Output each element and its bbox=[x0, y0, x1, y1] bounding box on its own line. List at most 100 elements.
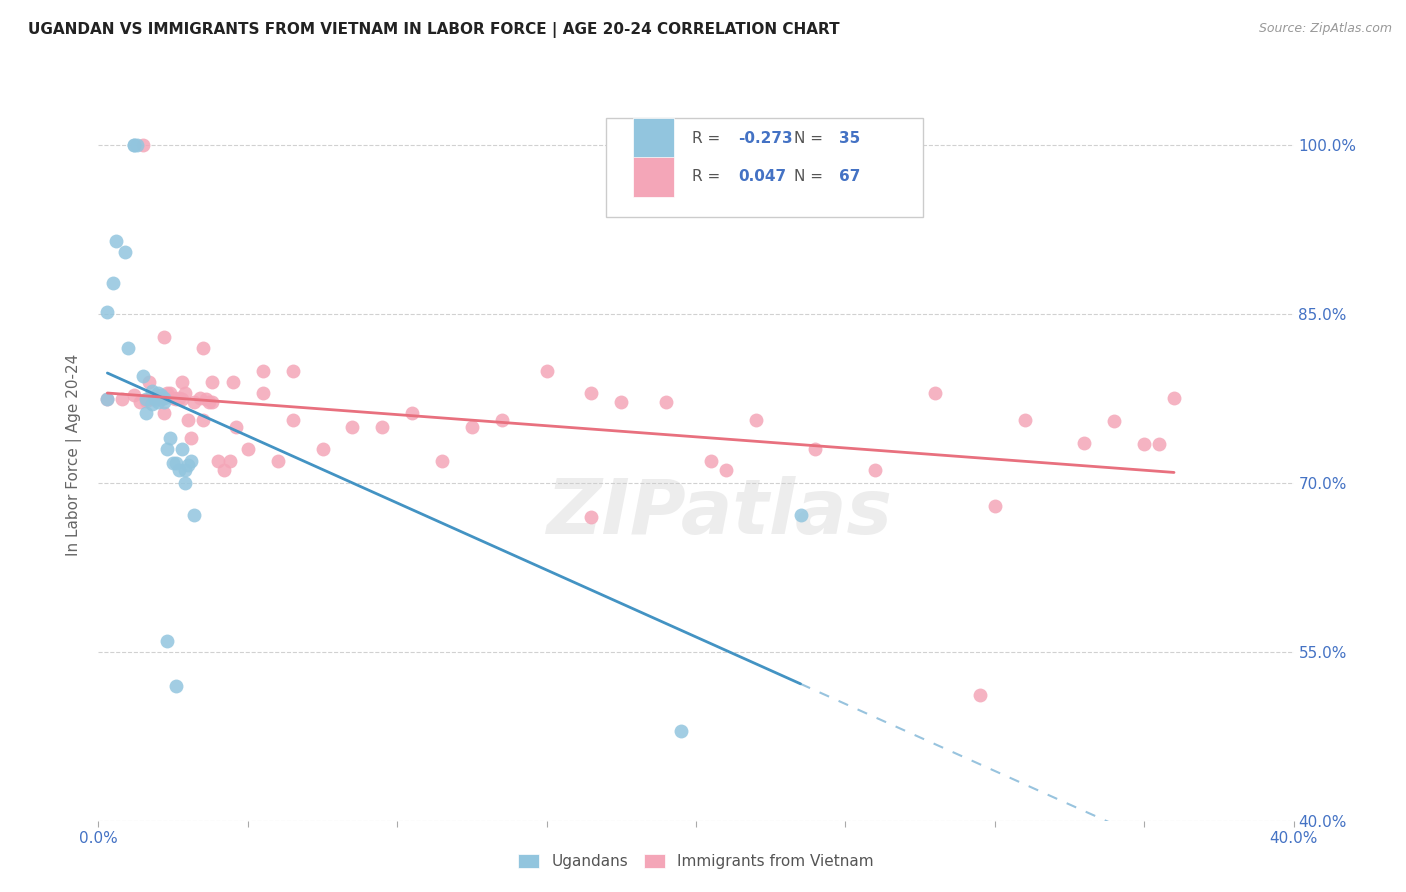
Point bbox=[191, 341, 214, 355]
Point bbox=[165, 392, 187, 406]
Point bbox=[153, 406, 176, 420]
Text: N =: N = bbox=[794, 130, 828, 145]
Point bbox=[159, 386, 181, 401]
Point bbox=[714, 462, 737, 476]
Text: 67: 67 bbox=[839, 169, 860, 185]
Point bbox=[167, 391, 190, 405]
Point bbox=[174, 476, 197, 491]
Point bbox=[180, 431, 202, 445]
Point bbox=[1133, 436, 1156, 450]
Point bbox=[924, 386, 946, 401]
Point bbox=[96, 392, 118, 406]
Point bbox=[581, 386, 603, 401]
Point bbox=[135, 392, 157, 406]
Point bbox=[143, 392, 166, 406]
Point bbox=[191, 413, 214, 427]
Point bbox=[281, 413, 304, 427]
Point bbox=[655, 395, 678, 409]
Point bbox=[172, 392, 194, 406]
Point bbox=[222, 375, 245, 389]
Point bbox=[174, 462, 197, 476]
FancyBboxPatch shape bbox=[633, 157, 675, 197]
Point bbox=[198, 395, 221, 409]
Text: UGANDAN VS IMMIGRANTS FROM VIETNAM IN LABOR FORCE | AGE 20-24 CORRELATION CHART: UGANDAN VS IMMIGRANTS FROM VIETNAM IN LA… bbox=[28, 22, 839, 38]
Point bbox=[789, 508, 811, 522]
Point bbox=[669, 723, 692, 738]
Point bbox=[1014, 413, 1036, 427]
Point bbox=[183, 508, 205, 522]
Point bbox=[150, 388, 173, 402]
Point bbox=[1147, 436, 1170, 450]
Point bbox=[745, 413, 768, 427]
Point bbox=[159, 431, 181, 445]
Point bbox=[167, 462, 190, 476]
Point bbox=[236, 442, 259, 457]
Point bbox=[219, 453, 242, 467]
Point bbox=[172, 442, 194, 457]
Text: -0.273: -0.273 bbox=[738, 130, 793, 145]
Point bbox=[430, 453, 453, 467]
Point bbox=[536, 363, 558, 377]
Point bbox=[150, 392, 173, 406]
Point bbox=[132, 138, 155, 153]
Point bbox=[153, 330, 176, 344]
Text: ZIPatlas: ZIPatlas bbox=[547, 476, 893, 550]
Point bbox=[124, 388, 146, 402]
Point bbox=[111, 392, 134, 406]
Point bbox=[153, 391, 176, 405]
Point bbox=[1163, 391, 1185, 405]
Point bbox=[267, 453, 290, 467]
Point bbox=[135, 406, 157, 420]
Point bbox=[156, 386, 179, 401]
Point bbox=[141, 384, 163, 398]
Point bbox=[311, 442, 333, 457]
Text: R =: R = bbox=[692, 169, 725, 185]
Point bbox=[1104, 414, 1126, 428]
Point bbox=[201, 375, 224, 389]
Point bbox=[148, 395, 170, 409]
Text: N =: N = bbox=[794, 169, 828, 185]
Point bbox=[138, 375, 160, 389]
Point bbox=[804, 442, 827, 457]
Point bbox=[117, 341, 139, 355]
Point bbox=[212, 462, 235, 476]
FancyBboxPatch shape bbox=[606, 119, 922, 218]
Point bbox=[371, 419, 394, 434]
Point bbox=[127, 138, 149, 153]
Point bbox=[165, 456, 187, 470]
Point bbox=[225, 419, 247, 434]
Point bbox=[252, 386, 274, 401]
Text: 0.047: 0.047 bbox=[738, 169, 786, 185]
Point bbox=[162, 391, 184, 405]
Point bbox=[183, 395, 205, 409]
Point bbox=[141, 392, 163, 406]
Point bbox=[491, 413, 513, 427]
Point bbox=[177, 458, 200, 472]
Point bbox=[401, 406, 423, 420]
FancyBboxPatch shape bbox=[633, 119, 675, 159]
Point bbox=[114, 245, 136, 260]
Y-axis label: In Labor Force | Age 20-24: In Labor Force | Age 20-24 bbox=[66, 354, 83, 556]
Point bbox=[156, 633, 179, 648]
Point bbox=[124, 138, 146, 153]
Point bbox=[129, 395, 152, 409]
Point bbox=[188, 391, 211, 405]
Point bbox=[153, 395, 176, 409]
Legend: Ugandans, Immigrants from Vietnam: Ugandans, Immigrants from Vietnam bbox=[512, 848, 880, 875]
Point bbox=[180, 453, 202, 467]
Point bbox=[162, 456, 184, 470]
Point bbox=[969, 688, 991, 702]
Point bbox=[581, 509, 603, 524]
Point bbox=[177, 413, 200, 427]
Point bbox=[984, 499, 1007, 513]
Point bbox=[141, 397, 163, 411]
Point bbox=[135, 393, 157, 408]
Point bbox=[461, 419, 484, 434]
Text: 35: 35 bbox=[839, 130, 860, 145]
Point bbox=[96, 392, 118, 406]
Point bbox=[156, 442, 179, 457]
Point bbox=[148, 391, 170, 405]
Point bbox=[865, 462, 887, 476]
Point bbox=[148, 386, 170, 401]
Point bbox=[103, 276, 125, 290]
